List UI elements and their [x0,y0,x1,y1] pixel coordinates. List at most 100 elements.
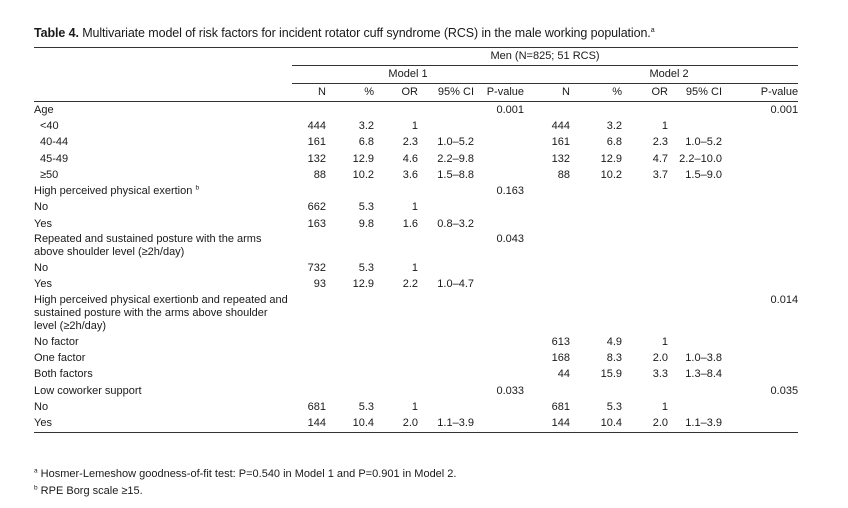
table-cell: 0.163 [496,185,524,198]
table-cell [722,367,798,383]
table-cell: 5.3 [358,262,374,275]
table-cell [474,216,524,232]
row-label-text: Low coworker support [34,384,142,397]
table-cell [668,293,722,334]
table-cell [474,200,524,216]
table-cell: 1.5–8.8 [437,168,474,181]
row-label: Low coworker support [34,383,292,399]
table-cell [668,277,722,293]
table-cell [668,399,722,415]
table-cell: 12.9 [600,152,622,165]
table-cell [722,118,798,134]
row-label-text: No factor [34,335,79,348]
table-cell: 1.3–8.4 [685,368,722,381]
table-row: High perceived physical exertion b 0.163 [34,183,798,199]
table-cell: 681 [307,400,326,413]
table-cell [570,232,622,260]
table-cell: 444 [551,119,570,132]
row-label-text: Repeated and sustained posture with the … [34,233,262,259]
table-cell [524,277,570,293]
row-label-text: One factor [34,351,86,364]
row-label: High perceived physical exertionb and re… [34,293,292,334]
table-row: Yes 163 9.8 1.6 0.8–3.2 [34,216,798,232]
table-cell [418,383,474,399]
table-cell: 6.8 [358,136,374,149]
table-cell: 0.001 [496,103,524,116]
table-cell [474,260,524,276]
row-label: <40 [34,118,292,134]
table-cell [474,277,524,293]
table-cell: 144 [524,415,570,433]
col-header: OR [622,83,668,102]
col-header: P-value [722,83,799,102]
table-cell: 2.2 [402,278,418,291]
table-cell [292,293,326,334]
table-cell: 132 [551,152,570,165]
table-cell: 1 [411,262,418,275]
row-label-text: High perceived physical exertionb and re… [34,293,288,332]
group-header-row: Men (N=825; 51 RCS) [34,47,799,66]
table-row: Age 0.001 0.001 [34,102,798,119]
table-cell [524,102,570,119]
footnote-text: RPE Borg scale ≥15. [37,485,143,497]
table-cell [326,383,374,399]
table-row: No factor 613 4.9 1 [34,334,798,350]
table-cell: 1.0–3.8 [685,351,722,364]
row-label: 40-44 [34,135,292,151]
table-cell: 0.014 [770,293,799,306]
caption-footnote-marker: a [650,26,655,34]
table-cell [622,183,668,199]
table-cell [418,183,474,199]
table-cell: 1 [661,119,668,132]
table-cell: 8.3 [606,351,622,364]
col-header: OR [374,83,418,102]
row-label-text: Yes [34,278,52,291]
table-cell: 1 [411,400,418,413]
table-cell [474,118,524,134]
row-label-text: No [34,201,49,214]
table-cell: 144 [292,415,326,433]
table-cell [326,350,374,366]
table-cell [524,200,570,216]
table-cell [326,232,374,260]
table-cell [722,277,798,293]
table-cell: 88 [557,168,570,181]
table-cell: 1 [661,335,668,348]
table-cell: 2.3 [402,136,418,149]
table-cell: 161 [307,136,326,149]
footnote-marker: a [34,467,38,475]
table-cell [570,102,622,119]
table-cell: 4.9 [606,335,622,348]
table-cell [668,334,722,350]
table-cell: 161 [551,136,570,149]
row-label-text: No [34,262,49,275]
table-cell [622,102,668,119]
table-cell: 3.3 [652,368,668,381]
table-cell [668,232,722,260]
row-label-text: High perceived physical exertion [34,185,193,198]
table-cell [622,293,668,334]
model-header-row: Model 1 Model 2 [34,65,799,84]
table-cell [722,151,798,167]
table-cell: 1 [661,400,668,413]
table-cell [622,383,668,399]
table-cell [474,293,524,334]
row-label: One factor [34,350,292,366]
table-cell: 1.0–4.7 [437,278,474,291]
col-header: 95% CI [418,83,474,102]
row-label: Both factors [34,367,292,383]
table-row: <40 444 3.2 1 444 3.2 1 [34,118,798,134]
footnote-marker: b [195,184,200,192]
table-cell: 2.2–10.0 [679,152,722,165]
table-cell: 44 [557,368,570,381]
footnote-text: Hosmer-Lemeshow goodness-of-fit test: P=… [37,468,457,480]
table-cell [722,232,798,260]
table-cell: 15.9 [600,368,622,381]
table-cell: 444 [307,119,326,132]
table-cell: 1 [411,201,418,214]
row-label: Repeated and sustained posture with the … [34,232,292,260]
row-label: Yes [34,216,292,232]
footnote-marker: b [34,484,38,492]
row-label-text: 45-49 [40,152,69,165]
table-row: ≥50 88 10.2 3.6 1.5–8.8 88 10.2 3.7 1.5–9.0 [34,167,798,183]
